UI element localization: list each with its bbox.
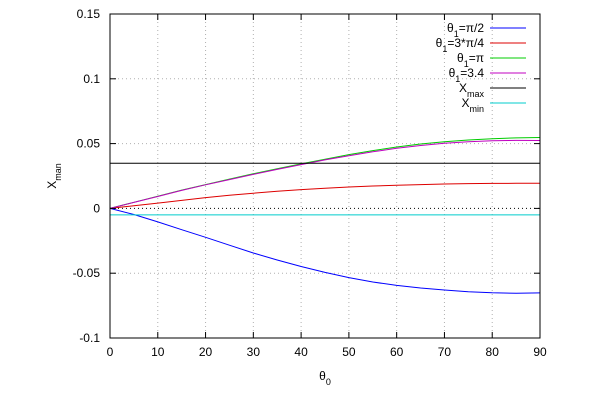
x-tick-label: 70 bbox=[438, 345, 452, 359]
y-tick-label: 0.1 bbox=[83, 72, 100, 86]
legend-label: θ1=3.4 bbox=[449, 66, 485, 84]
x-tick-label: 90 bbox=[533, 345, 547, 359]
series-lines bbox=[109, 137, 541, 294]
x-tick-labels: 0 10 20 30 40 50 60 70 80 90 bbox=[107, 345, 547, 359]
y-tick-label: 0.15 bbox=[77, 7, 101, 21]
legend-label: θ1=π bbox=[457, 51, 484, 69]
series-line bbox=[109, 137, 541, 209]
x-axis-label: θ0 bbox=[319, 369, 331, 387]
axis-ticks bbox=[109, 13, 541, 339]
x-tick-label: 10 bbox=[151, 345, 165, 359]
x-tick-label: 80 bbox=[486, 345, 500, 359]
legend-label: θ1=3*π/4 bbox=[436, 36, 485, 54]
y-axis-label: Xman bbox=[45, 163, 63, 189]
legend-label: θ1=π/2 bbox=[447, 21, 484, 39]
x-tick-label: 40 bbox=[294, 345, 308, 359]
series-line bbox=[109, 139, 541, 209]
plot-frame bbox=[109, 13, 541, 339]
y-axis-label-main: X bbox=[45, 181, 59, 189]
x-tick-label: 30 bbox=[247, 345, 261, 359]
series-line bbox=[109, 182, 540, 209]
x-tick-label: 60 bbox=[390, 345, 404, 359]
legend-label: Xmax bbox=[459, 81, 485, 99]
series-line bbox=[109, 207, 541, 294]
y-tick-label: -0.1 bbox=[79, 331, 100, 345]
x-tick-label: 50 bbox=[342, 345, 356, 359]
x-axis-label-main: θ bbox=[319, 369, 326, 383]
y-tick-labels: -0.1 -0.05 0 0.05 0.1 0.15 bbox=[73, 7, 101, 345]
y-tick-label: -0.05 bbox=[73, 266, 101, 280]
x-tick-label: 0 bbox=[107, 345, 114, 359]
y-axis-label-sub: man bbox=[53, 163, 63, 181]
x-axis-label-sub: 0 bbox=[326, 377, 331, 387]
y-tick-label: 0 bbox=[93, 201, 100, 215]
legend-label: Xmin bbox=[461, 96, 484, 114]
y-tick-label: 0.05 bbox=[77, 137, 101, 151]
x-tick-label: 20 bbox=[199, 345, 213, 359]
